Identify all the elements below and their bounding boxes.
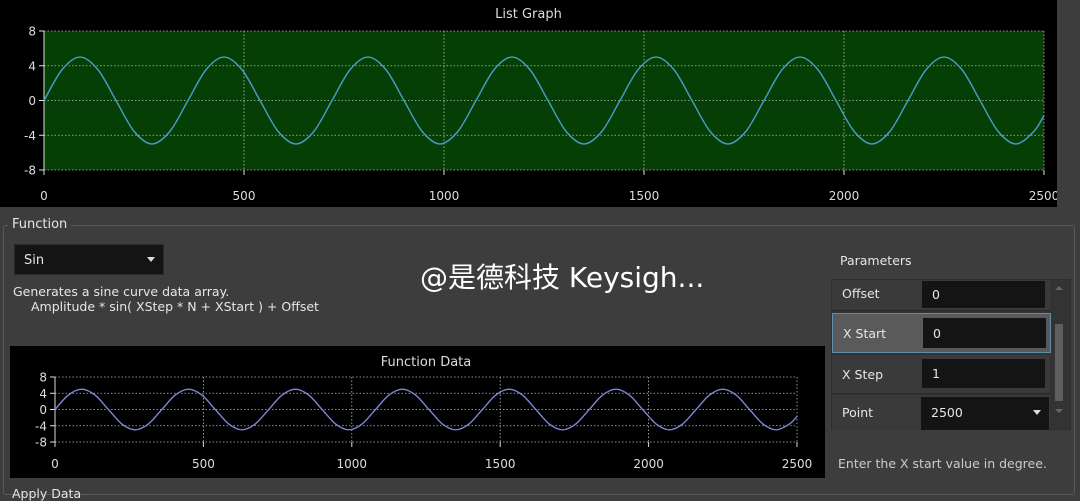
param-name: X Start: [843, 326, 887, 341]
plot-area: [44, 31, 1044, 170]
param-row-x-step[interactable]: X Step 1: [832, 355, 1050, 394]
param-name: Point: [842, 405, 874, 420]
y-tick-label: 8: [28, 25, 36, 39]
y-tick-label: -8: [24, 164, 36, 178]
y-tick-label: 0: [39, 403, 47, 417]
param-name: X Step: [842, 367, 883, 382]
function-dropdown[interactable]: Sin: [14, 244, 164, 275]
x-tick-label: 1000: [337, 457, 368, 471]
function-description: Generates a sine curve data array.: [13, 284, 230, 299]
series-line: [43, 56, 1045, 145]
chart-title: Function Data: [381, 355, 471, 370]
param-name: Offset: [842, 286, 880, 301]
function-data-chart: Function Data 8 4 0 -4 -8 0 500 1000 1500 2000 2500: [35, 355, 813, 471]
x-tick-label: 0: [51, 457, 59, 471]
x-tick-label: 500: [233, 189, 256, 203]
x-tick-label: 2500: [1029, 189, 1057, 203]
chevron-down-icon: [147, 257, 155, 262]
x-step-input[interactable]: 1: [922, 359, 1045, 388]
y-tick-label: -4: [24, 129, 36, 143]
x-tick-label: 500: [192, 457, 215, 471]
parameter-help-text: Enter the X start value in degree.: [838, 456, 1047, 471]
function-data-panel: Function Data 8 4 0 -4 -8 0 500 1000 1500 2000 2500: [10, 346, 825, 478]
function-dropdown-value: Sin: [24, 253, 45, 268]
scroll-down-icon[interactable]: [1055, 409, 1063, 413]
x-tick-label: 1500: [485, 457, 516, 471]
offset-input[interactable]: 0: [922, 281, 1045, 308]
function-group: [3, 225, 1075, 495]
watermark: @是德科技 Keysigh...: [420, 261, 705, 294]
y-tick-label: 0: [28, 94, 36, 108]
parameters-label: Parameters: [840, 253, 912, 268]
x-tick-label: 1000: [429, 189, 460, 203]
scrollbar-thumb[interactable]: [1055, 324, 1063, 401]
y-tick-label: -4: [35, 419, 47, 433]
scroll-up-icon[interactable]: [1055, 286, 1063, 290]
list-graph-panel: 8 4 0 -4 -8 0 500 1000 1500 2000 2500: [0, 0, 1059, 207]
param-row-point[interactable]: Point 2500: [832, 395, 1050, 430]
x-tick-label: 2000: [829, 189, 860, 203]
y-tick-label: 4: [39, 387, 47, 401]
point-dropdown[interactable]: 2500: [921, 397, 1049, 430]
x-start-input[interactable]: 0: [923, 318, 1046, 348]
param-row-x-start[interactable]: X Start 0: [832, 313, 1051, 353]
function-formula: Amplitude * sin( XStep * N + XStart ) + …: [31, 299, 319, 314]
x-tick-label: 2000: [633, 457, 664, 471]
parameters-scrollbar[interactable]: [1052, 281, 1067, 427]
x-tick-label: 1500: [629, 189, 660, 203]
y-tick-label: -8: [35, 436, 47, 450]
function-group-label: Function: [8, 217, 72, 232]
param-row-offset[interactable]: Offset 0: [832, 280, 1050, 311]
series-line: [54, 388, 798, 431]
x-tick-label: 2500: [782, 457, 813, 471]
parameters-grid: Offset 0 X Start 0 X Step 1 Point 2500: [831, 279, 1071, 430]
list-graph-title: List Graph: [495, 7, 562, 22]
x-tick-label: 0: [40, 189, 48, 203]
point-dropdown-value: 2500: [931, 405, 963, 420]
y-tick-label: 8: [39, 371, 47, 385]
list-graph-chart: 8 4 0 -4 -8 0 500 1000 1500 2000 2500: [24, 25, 1059, 204]
y-tick-label: 4: [28, 59, 36, 73]
apply-data-label: Apply Data: [12, 486, 82, 501]
chevron-down-icon: [1033, 410, 1041, 415]
